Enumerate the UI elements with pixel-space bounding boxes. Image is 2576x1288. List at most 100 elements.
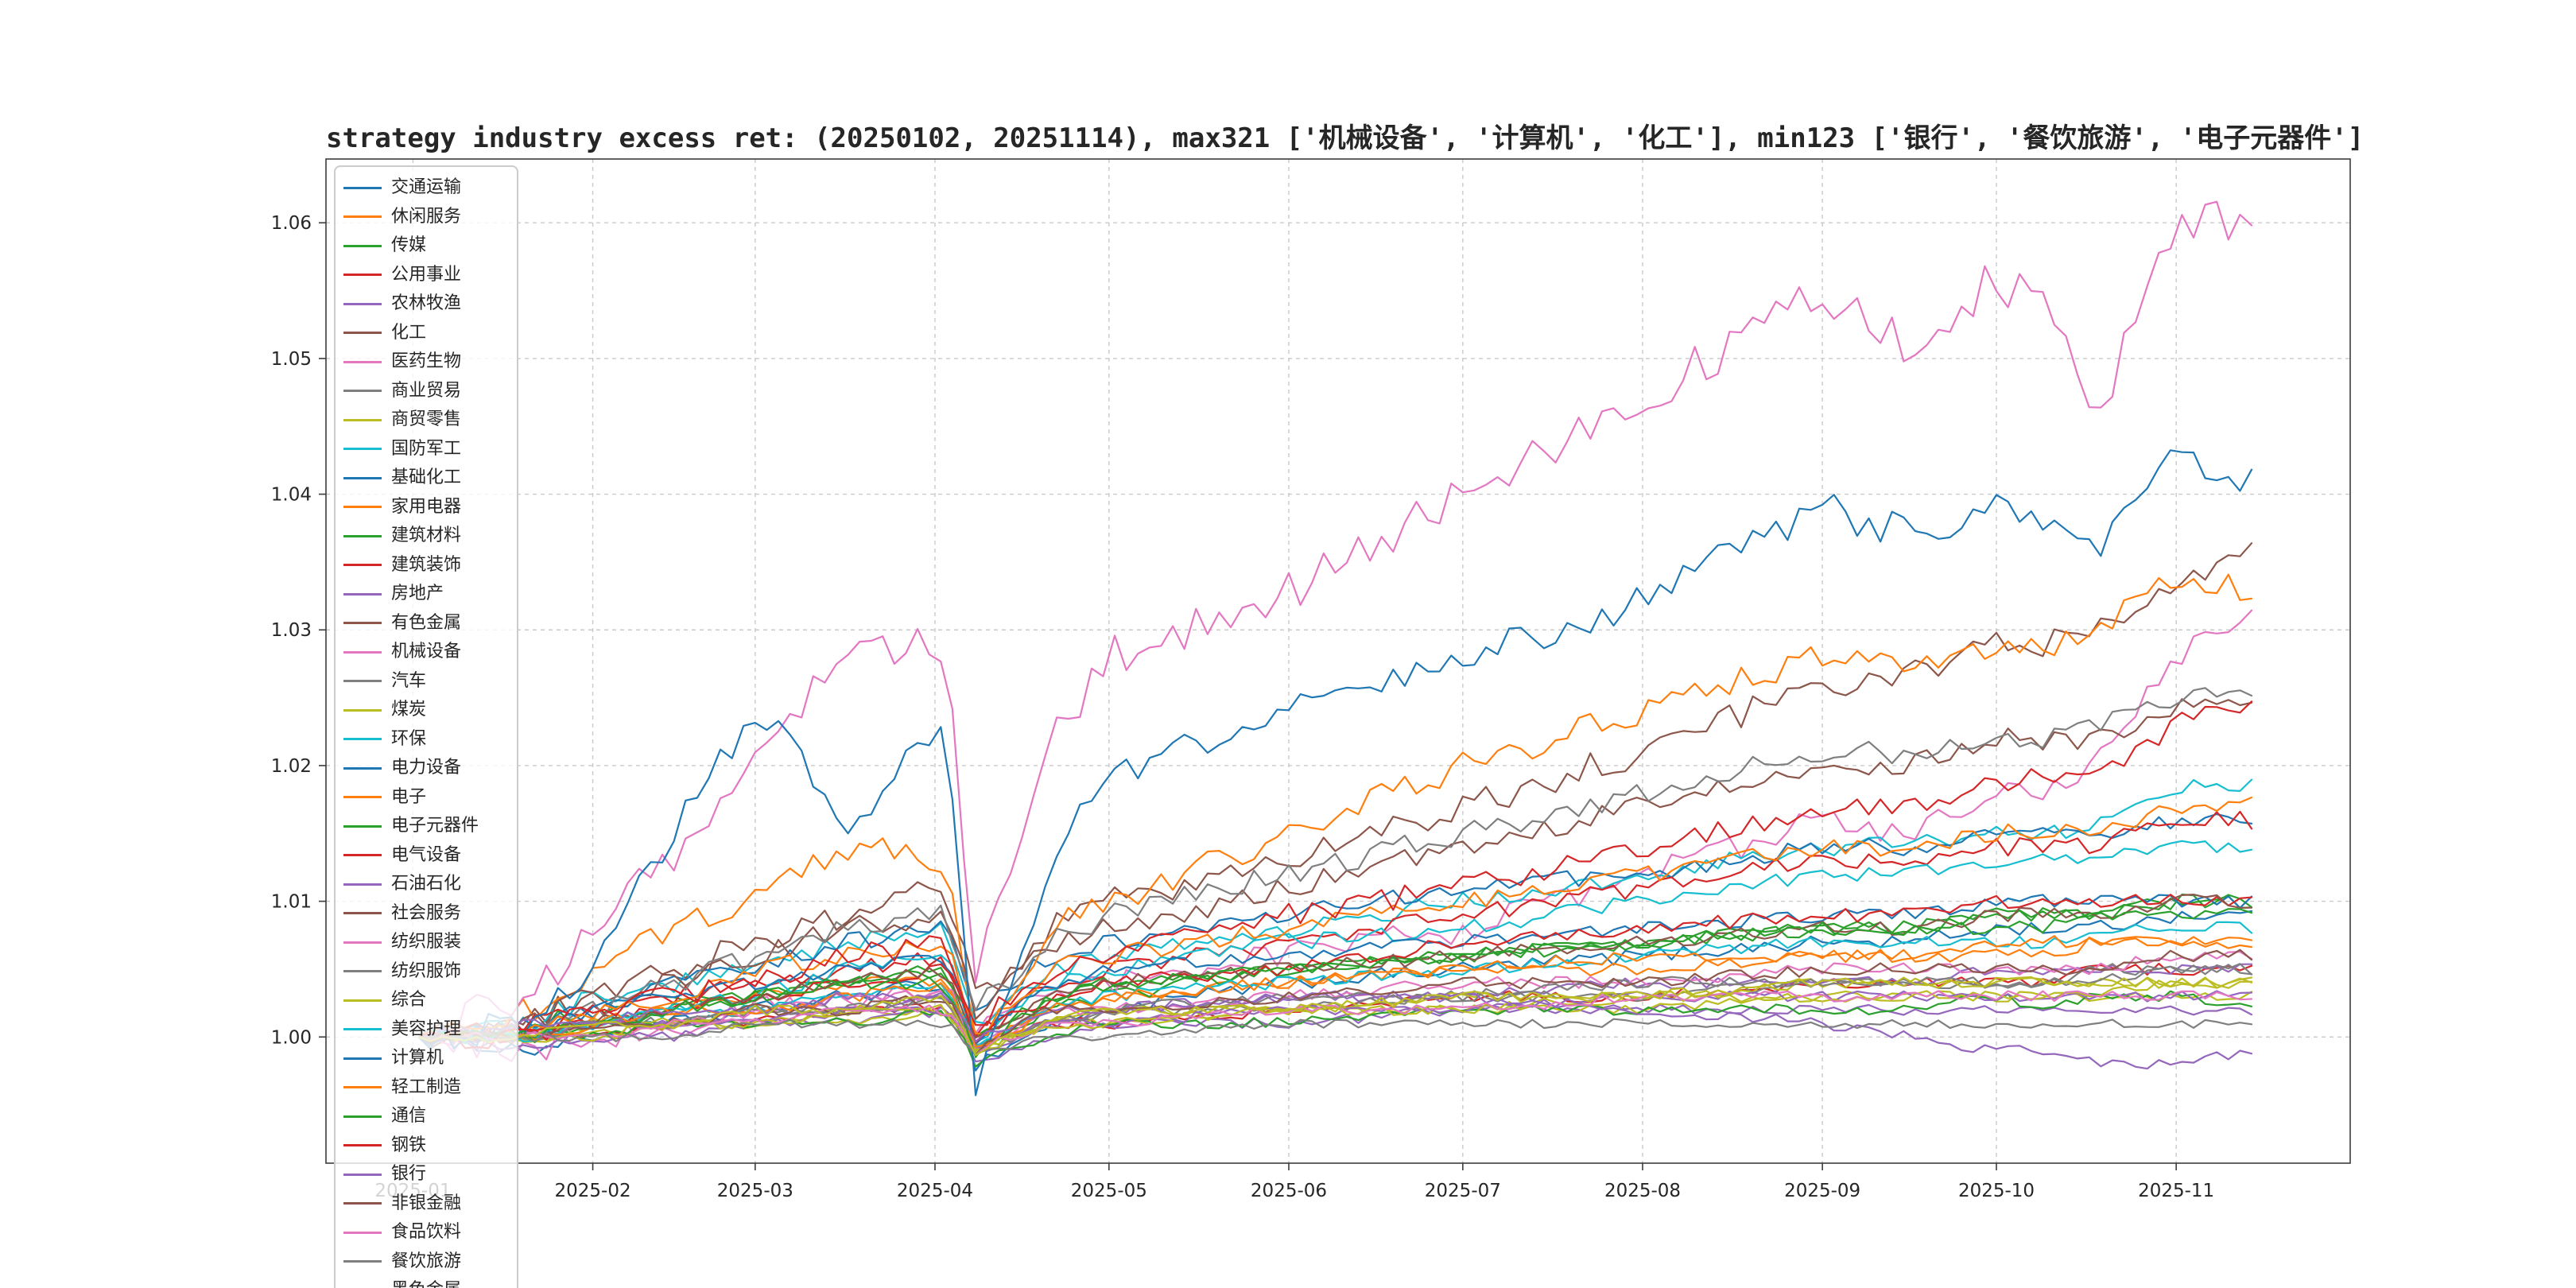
legend-item[interactable]: 纺织服饰	[343, 957, 509, 987]
legend-item[interactable]: 钢铁	[343, 1131, 509, 1161]
legend-item[interactable]: 计算机	[343, 1044, 509, 1073]
series-line-机械设备	[417, 200, 2253, 1047]
legend-line-sample	[343, 1144, 382, 1147]
legend-item[interactable]: 公用事业	[343, 261, 509, 290]
legend-label: 电力设备	[391, 758, 462, 778]
legend-item[interactable]: 传媒	[343, 231, 509, 261]
x-tick-label: 2025-10	[1958, 1181, 2035, 1201]
legend-label: 国防军工	[391, 438, 462, 459]
legend-line-sample	[343, 1028, 382, 1031]
legend-item[interactable]: 非银金融	[343, 1189, 509, 1219]
legend-label: 汽车	[391, 670, 427, 691]
legend-line-sample	[343, 418, 382, 421]
series-line-通信	[417, 908, 2253, 1058]
legend-item[interactable]: 有色金属	[343, 609, 509, 638]
legend-label: 休闲服务	[391, 206, 462, 227]
legend-item[interactable]: 基础化工	[343, 464, 509, 493]
legend-line-sample	[343, 534, 382, 537]
legend-item[interactable]: 汽车	[343, 667, 509, 696]
legend-item[interactable]: 餐饮旅游	[343, 1247, 509, 1277]
legend-item[interactable]: 商业贸易	[343, 377, 509, 406]
series-lines	[417, 200, 2253, 1096]
legend-label: 机械设备	[391, 642, 462, 662]
legend-item[interactable]: 通信	[343, 1102, 509, 1131]
legend-item[interactable]: 石油石化	[343, 870, 509, 899]
series-line-黑色金属	[417, 976, 2253, 1057]
legend-label: 黑色金属	[391, 1282, 461, 1288]
legend-item[interactable]: 电气设备	[343, 841, 509, 871]
legend-item[interactable]: 房地产	[343, 580, 509, 609]
legend-line-sample	[343, 824, 382, 828]
legend-line-sample	[343, 766, 382, 770]
series-line-基础化工	[417, 813, 2253, 1039]
legend-item[interactable]: 商贸零售	[343, 405, 509, 435]
series-line-煤炭	[417, 990, 2253, 1053]
legend-item[interactable]: 医药生物	[343, 347, 509, 377]
y-tick-label: 1.05	[271, 349, 312, 370]
legend-label: 纺织服饰	[391, 960, 462, 981]
series-line-家用电器	[417, 573, 2253, 1038]
legend-item[interactable]: 美容护理	[343, 1015, 509, 1045]
legend-item[interactable]: 国防军工	[343, 435, 509, 464]
legend-item[interactable]: 环保	[343, 725, 509, 755]
legend-item[interactable]: 电子元器件	[343, 812, 509, 841]
legend-item[interactable]: 银行	[343, 1160, 509, 1189]
legend-label: 传媒	[391, 235, 427, 256]
legend-item[interactable]: 农林牧渔	[343, 289, 509, 319]
x-tick-label: 2025-07	[1425, 1181, 1501, 1201]
series-line-化工	[417, 542, 2253, 1049]
legend-label: 轻工制造	[391, 1077, 462, 1097]
series-line-餐饮旅游	[417, 1018, 2253, 1055]
legend-line-sample	[343, 708, 382, 712]
grid	[326, 159, 2350, 1163]
legend-line-sample	[343, 1086, 382, 1089]
legend-item[interactable]: 电力设备	[343, 754, 509, 783]
y-tick-label: 1.01	[271, 892, 312, 913]
series-line-银行	[417, 990, 2253, 1070]
legend-item[interactable]: 休闲服务	[343, 203, 509, 232]
x-tick-label: 2025-06	[1251, 1181, 1327, 1201]
legend-item[interactable]: 综合	[343, 986, 509, 1015]
legend-item[interactable]: 化工	[343, 319, 509, 348]
legend-item[interactable]: 纺织服装	[343, 928, 509, 957]
legend-line-sample	[343, 564, 382, 567]
legend[interactable]: 交通运输休闲服务传媒公用事业 农林牧渔 化工 医药生物 商业贸易 商贸零售国防军工基础化工…	[334, 165, 518, 1288]
x-tick-label: 2025-02	[555, 1181, 631, 1201]
legend-item[interactable]: 建筑装饰	[343, 551, 509, 580]
y-tick-label: 1.02	[271, 756, 312, 777]
legend-label: 非银金融	[391, 1193, 462, 1213]
legend-item[interactable]: 煤炭	[343, 696, 509, 725]
legend-label: 电气设备	[391, 844, 462, 865]
series-line-有色金属	[417, 698, 2253, 1045]
legend-line-sample	[343, 506, 382, 509]
legend-line-sample	[343, 244, 382, 247]
legend-line-sample	[343, 360, 382, 363]
legend-line-sample	[343, 476, 382, 479]
y-tick-label: 1.00	[271, 1027, 312, 1048]
legend-label: 计算机	[391, 1048, 444, 1069]
legend-line-sample	[343, 738, 382, 741]
legend-item[interactable]: 家用电器	[343, 493, 509, 522]
legend-item[interactable]: 社会服务	[343, 899, 509, 929]
series-line-汽车	[417, 687, 2253, 1048]
legend-line-sample	[343, 215, 382, 219]
legend-item[interactable]: 机械设备	[343, 638, 509, 667]
legend-item[interactable]: 交通运输	[343, 173, 509, 203]
x-tick-label: 2025-03	[717, 1181, 793, 1201]
legend-item[interactable]: 食品饮料	[343, 1218, 509, 1247]
legend-item[interactable]: 黑色金属	[343, 1276, 509, 1288]
legend-line-sample	[343, 1057, 382, 1060]
legend-line-sample	[343, 970, 382, 973]
legend-label: 银行	[391, 1164, 427, 1185]
x-tick-label: 2025-05	[1071, 1181, 1147, 1201]
series-line-钢铁	[417, 700, 2253, 1049]
legend-item[interactable]: 建筑材料	[343, 522, 509, 551]
series-line-电子	[417, 796, 2253, 1040]
legend-label: 电子元器件	[391, 816, 479, 836]
legend-label: 社会服务	[391, 902, 462, 923]
legend-item[interactable]: 电子	[343, 783, 509, 813]
series-line-食品饮料	[417, 990, 2253, 1056]
legend-item[interactable]: 轻工制造	[343, 1073, 509, 1103]
